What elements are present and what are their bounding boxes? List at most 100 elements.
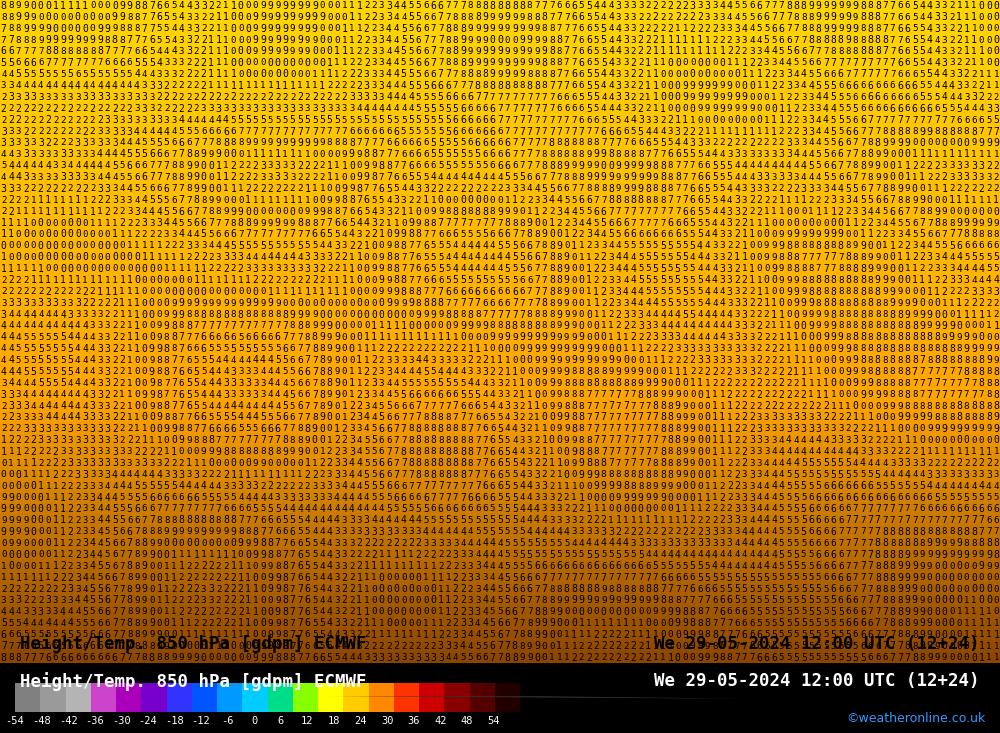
Text: 5: 5 (512, 550, 518, 559)
Text: 2: 2 (364, 1, 369, 10)
Text: 0: 0 (853, 230, 858, 239)
Text: 8: 8 (808, 12, 814, 22)
Text: 2: 2 (342, 595, 347, 605)
Text: 8: 8 (616, 470, 621, 479)
Text: 4: 4 (253, 356, 259, 365)
Text: 4: 4 (97, 150, 103, 159)
Text: 0: 0 (149, 309, 155, 320)
Text: 8: 8 (660, 413, 666, 422)
Text: 8: 8 (668, 447, 673, 456)
Text: 9: 9 (171, 298, 177, 308)
Text: 9: 9 (571, 333, 577, 342)
Bar (192, 683, 217, 712)
Text: 8: 8 (897, 596, 903, 605)
Text: 9: 9 (868, 161, 873, 170)
Text: 6: 6 (156, 493, 162, 502)
Text: 4: 4 (97, 173, 103, 182)
Text: 7: 7 (586, 127, 592, 136)
Text: 1: 1 (979, 196, 984, 205)
Text: 6: 6 (838, 596, 844, 605)
Text: 6: 6 (305, 607, 310, 617)
Text: 5: 5 (601, 550, 606, 559)
Text: 1: 1 (778, 115, 784, 125)
Text: 8: 8 (912, 332, 918, 342)
Text: 5: 5 (253, 504, 259, 514)
Text: 3: 3 (712, 241, 718, 251)
Text: 7: 7 (608, 458, 614, 468)
Text: 8: 8 (653, 196, 658, 205)
Text: 1: 1 (564, 653, 569, 662)
Text: 1: 1 (712, 127, 718, 136)
Text: 8: 8 (157, 379, 162, 388)
Text: 8: 8 (194, 436, 199, 445)
Text: 8: 8 (668, 173, 673, 182)
Text: 5: 5 (438, 150, 444, 159)
Text: 8: 8 (586, 139, 592, 147)
Text: 4: 4 (712, 265, 718, 273)
Text: 5: 5 (104, 538, 110, 548)
Text: 0: 0 (593, 321, 599, 331)
Text: 9: 9 (971, 218, 977, 228)
Text: 6: 6 (267, 424, 273, 434)
Text: 8: 8 (386, 252, 392, 262)
Text: 0: 0 (645, 608, 651, 616)
Text: 6: 6 (342, 218, 347, 227)
Text: 0: 0 (438, 322, 444, 331)
Text: 6: 6 (430, 81, 436, 91)
Text: 3: 3 (8, 92, 14, 102)
Text: 0: 0 (549, 435, 555, 446)
Text: 8: 8 (238, 139, 243, 147)
Text: 4: 4 (105, 504, 110, 513)
Text: 8: 8 (860, 332, 866, 342)
Text: 2: 2 (697, 516, 703, 525)
Text: 3: 3 (816, 184, 821, 194)
Text: 2: 2 (253, 173, 258, 182)
Text: 2: 2 (120, 379, 125, 388)
Text: 3: 3 (453, 550, 458, 560)
Text: 5: 5 (268, 345, 273, 353)
Text: 6: 6 (194, 345, 199, 353)
Text: 0: 0 (156, 275, 162, 285)
Text: 9: 9 (564, 264, 570, 274)
Text: 1: 1 (682, 115, 688, 125)
Text: 4: 4 (853, 459, 858, 468)
Text: 4: 4 (497, 252, 503, 262)
Text: 4: 4 (245, 402, 251, 410)
Text: 9: 9 (942, 550, 947, 560)
Text: 2: 2 (186, 70, 192, 79)
Text: 6: 6 (860, 607, 866, 617)
Text: 9: 9 (171, 527, 177, 537)
Text: 2: 2 (556, 218, 562, 227)
Text: 7: 7 (564, 24, 569, 33)
Text: 2: 2 (793, 184, 799, 194)
Text: 2: 2 (690, 527, 695, 537)
Text: 3: 3 (786, 413, 792, 422)
Text: 0: 0 (957, 653, 962, 662)
Text: 6: 6 (838, 138, 844, 148)
Text: 2: 2 (208, 470, 214, 479)
Text: 4: 4 (38, 402, 43, 410)
Text: 0: 0 (31, 561, 36, 571)
Text: 8: 8 (490, 81, 496, 91)
Text: 9: 9 (653, 378, 658, 388)
Text: 7: 7 (875, 116, 881, 125)
Text: 3: 3 (778, 172, 784, 183)
Text: 9: 9 (675, 482, 681, 490)
Text: 7: 7 (638, 573, 643, 582)
Text: 3: 3 (112, 435, 118, 446)
Text: 7: 7 (868, 608, 873, 616)
Text: 7: 7 (16, 47, 21, 56)
Text: 5: 5 (53, 356, 58, 365)
Text: 9: 9 (23, 527, 29, 537)
Text: 1: 1 (245, 195, 251, 205)
Text: 2: 2 (208, 1, 214, 11)
Text: 9: 9 (186, 653, 192, 662)
Text: 2: 2 (45, 138, 51, 148)
Text: 6: 6 (45, 652, 51, 663)
Text: 4: 4 (45, 389, 51, 399)
Text: 0: 0 (712, 59, 718, 67)
Text: 9: 9 (956, 333, 962, 342)
Text: 3: 3 (75, 172, 81, 183)
Text: 5: 5 (431, 241, 436, 251)
Text: 7: 7 (912, 516, 918, 525)
